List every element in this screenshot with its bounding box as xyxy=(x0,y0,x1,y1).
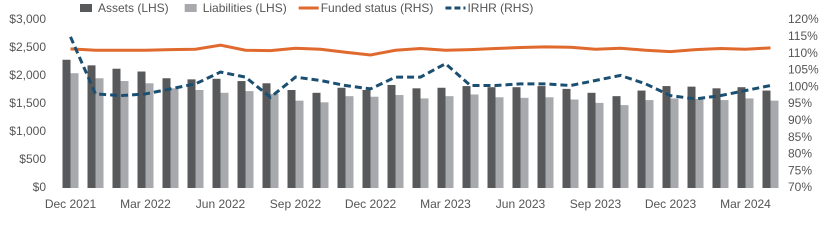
bar xyxy=(95,78,104,188)
bar xyxy=(512,87,521,188)
bar xyxy=(187,79,196,188)
y-tick-label: $2,500 xyxy=(9,40,46,54)
bar xyxy=(712,88,721,188)
y-tick-label: $2,000 xyxy=(9,68,46,82)
bar xyxy=(70,73,79,188)
line xyxy=(69,36,771,101)
bar xyxy=(387,84,396,188)
legend-label: Liabilities (LHS) xyxy=(203,1,287,15)
x-tick-label: Dec 2021 xyxy=(45,197,97,211)
x-tick-label: Jun 2022 xyxy=(196,197,246,211)
bar xyxy=(420,98,429,188)
bar xyxy=(620,105,629,188)
bar xyxy=(212,78,221,188)
y2-tick-label: 80% xyxy=(788,147,812,161)
x-tick-label: Dec 2023 xyxy=(645,197,697,211)
bar xyxy=(220,92,229,188)
bar xyxy=(112,68,121,188)
x-tick-label: Sep 2023 xyxy=(570,197,622,211)
bar xyxy=(395,95,404,188)
bar xyxy=(245,91,254,188)
x-tick-label: Sep 2022 xyxy=(270,197,322,211)
bar xyxy=(520,97,529,188)
bar xyxy=(370,96,379,188)
bar xyxy=(562,88,571,188)
y2-tick-label: 75% xyxy=(788,163,812,177)
bar xyxy=(762,90,771,188)
y2-tick-label: 115% xyxy=(788,29,818,43)
bar xyxy=(537,86,546,188)
bar xyxy=(737,87,746,188)
legend-label: IRHR (RHS) xyxy=(467,1,533,15)
bar xyxy=(770,100,779,188)
bar xyxy=(162,78,171,188)
bar xyxy=(195,90,204,188)
bar xyxy=(145,83,154,188)
bar xyxy=(320,102,329,188)
bar xyxy=(170,88,179,188)
chart: $0 $500 $1,000 $1,500 $2,000 $2,500 $3,000 70% 7… xyxy=(9,1,819,211)
y2-tick-label: 120% xyxy=(788,12,819,26)
y2-tick-label: 95% xyxy=(788,96,812,110)
bar xyxy=(470,94,479,188)
bar xyxy=(662,86,671,188)
y2-tick-label: 85% xyxy=(788,130,812,144)
y2-tick-label: 110% xyxy=(788,46,818,60)
x-tick-label: Jun 2023 xyxy=(496,197,546,211)
bar xyxy=(312,92,321,188)
y2-tick-label: 90% xyxy=(788,113,812,127)
bar xyxy=(670,98,679,188)
bar xyxy=(62,59,71,189)
bar xyxy=(612,96,621,188)
bar xyxy=(337,87,346,188)
bar xyxy=(437,87,446,188)
bar xyxy=(637,90,646,188)
bar xyxy=(545,97,554,188)
bar xyxy=(345,96,354,188)
page: $0 $500 $1,000 $1,500 $2,000 $2,500 $3,000 70% 7… xyxy=(9,1,820,212)
x-tick-label: Mar 2023 xyxy=(420,197,471,211)
bar xyxy=(720,100,729,188)
bar xyxy=(487,87,496,188)
bar xyxy=(445,96,454,188)
y-tick-label: $500 xyxy=(19,152,46,166)
bar xyxy=(137,71,146,188)
bar xyxy=(645,100,654,188)
bar xyxy=(270,93,279,188)
bar xyxy=(495,97,504,188)
bar xyxy=(687,86,696,188)
legend-swatch xyxy=(184,4,197,12)
bar xyxy=(695,98,704,188)
y2-tick-label: 105% xyxy=(788,63,819,77)
legend-swatch xyxy=(80,4,92,12)
line xyxy=(70,43,771,57)
bar xyxy=(587,92,596,188)
x-tick-label: Dec 2022 xyxy=(345,197,397,211)
legend-label: Funded status (RHS) xyxy=(321,1,434,15)
x-tick-label: Mar 2022 xyxy=(120,197,171,211)
bar xyxy=(237,81,246,188)
bar xyxy=(595,102,604,188)
bar xyxy=(120,81,129,188)
y2-tick-label: 70% xyxy=(788,180,812,194)
bar xyxy=(462,86,471,188)
bar xyxy=(262,83,271,188)
y-tick-label: $3,000 xyxy=(9,12,46,26)
bar xyxy=(295,100,304,188)
y2-tick-label: 100% xyxy=(788,79,819,93)
bar xyxy=(745,98,754,188)
y-tick-label: $0 xyxy=(33,180,47,194)
bar xyxy=(87,65,96,188)
legend-label: Assets (LHS) xyxy=(98,1,169,15)
bar xyxy=(570,99,579,188)
bar xyxy=(362,90,371,188)
y-tick-label: $1,000 xyxy=(9,124,46,138)
bar xyxy=(287,90,296,188)
bar xyxy=(412,88,421,188)
x-tick-label: Mar 2024 xyxy=(720,197,771,211)
y-tick-label: $1,500 xyxy=(9,96,46,110)
